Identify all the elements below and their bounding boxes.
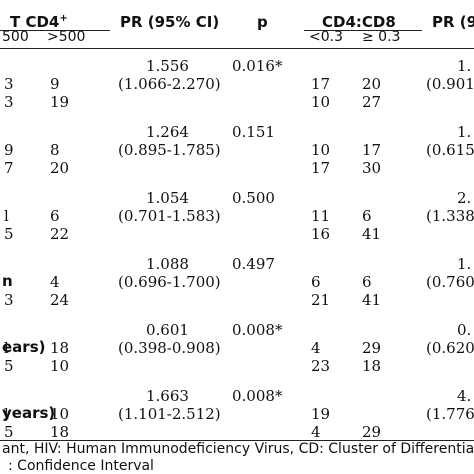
- ci-range: (0.895-1.785): [118, 141, 221, 159]
- header-tcd4-sup: +: [59, 13, 68, 24]
- cell-b: 19: [50, 93, 70, 111]
- cell-d: 20: [362, 75, 382, 93]
- cell-a: 3: [4, 75, 14, 93]
- pr2-value: 2.: [457, 189, 472, 207]
- ci2-range: (1.338: [426, 207, 474, 225]
- subheader-d: ≥ 0.3: [362, 29, 401, 45]
- cell-d: 17: [362, 141, 382, 159]
- tcd4-rule: [0, 30, 110, 31]
- cell-a: 3: [4, 291, 14, 309]
- cell-b: 9: [50, 75, 60, 93]
- cell-c: 16: [311, 225, 331, 243]
- cell-c: 10: [311, 93, 331, 111]
- cell-d: 27: [362, 93, 382, 111]
- pr2-value: 0.: [457, 321, 472, 339]
- pr-value: 1.663: [146, 387, 189, 405]
- cell-a: 3: [4, 93, 14, 111]
- group-label: years): [2, 404, 56, 422]
- p-value: 0.497: [232, 255, 275, 273]
- subheader-c: <0.3: [309, 29, 343, 45]
- ci2-range: (0.901: [426, 75, 474, 93]
- p-value: 0.151: [232, 123, 275, 141]
- table-bottom-rule: [0, 440, 474, 441]
- ci2-range: (0.620: [426, 339, 474, 357]
- cell-a: l: [4, 207, 9, 225]
- cell-c: 6: [311, 273, 321, 291]
- cell-a: 5: [4, 225, 14, 243]
- cell-a: 5: [4, 357, 14, 375]
- cell-c: 21: [311, 291, 331, 309]
- cell-c: 4: [311, 423, 321, 441]
- group-label: n: [2, 272, 13, 290]
- cell-c: 17: [311, 159, 331, 177]
- pr-value: 1.264: [146, 123, 189, 141]
- pr2-value: 4.: [457, 387, 472, 405]
- header-tcd4-text: T CD4: [10, 13, 60, 31]
- cell-c: 11: [311, 207, 331, 225]
- ci-range: (0.701-1.583): [118, 207, 221, 225]
- header-tcd4: T CD4+: [10, 13, 68, 31]
- cell-a: l: [4, 405, 9, 423]
- cell-c: 17: [311, 75, 331, 93]
- ci-range: (1.101-2.512): [118, 405, 221, 423]
- subheader-b: >500: [47, 29, 86, 45]
- header-p: p: [257, 13, 268, 31]
- p-value: 0.016*: [232, 57, 283, 75]
- ci-range: (1.066-2.270): [118, 75, 221, 93]
- footnote-line-2: : Confidence Interval: [8, 458, 154, 474]
- pr-value: 0.601: [146, 321, 189, 339]
- ci-range: (0.696-1.700): [118, 273, 221, 291]
- cell-b: 22: [50, 225, 70, 243]
- cell-a: 9: [4, 141, 14, 159]
- cell-d: 41: [362, 225, 382, 243]
- cell-a: 5: [4, 423, 14, 441]
- ci2-range: (0.760: [426, 273, 474, 291]
- header-pr-ci: PR (95% CI): [120, 13, 220, 31]
- cell-b: 8: [50, 141, 60, 159]
- cell-d: 18: [362, 357, 382, 375]
- p-value: 0.008*: [232, 387, 283, 405]
- cell-b: 4: [50, 273, 60, 291]
- cell-d: 6: [362, 207, 372, 225]
- pr-value: 1.088: [146, 255, 189, 273]
- cell-c: 23: [311, 357, 331, 375]
- cell-b: 10: [50, 357, 70, 375]
- cell-b: 24: [50, 291, 70, 309]
- cell-c: 4: [311, 339, 321, 357]
- cell-d: 29: [362, 339, 382, 357]
- ci2-range: (0.615: [426, 141, 474, 159]
- cell-d: 6: [362, 273, 372, 291]
- header-bottom-rule: [0, 48, 474, 49]
- cell-b: 6: [50, 207, 60, 225]
- ci2-range: (1.776: [426, 405, 474, 423]
- p-value: 0.500: [232, 189, 275, 207]
- cell-c: 19: [311, 405, 331, 423]
- group-label: ears): [2, 338, 46, 356]
- cell-a: l: [4, 339, 9, 357]
- p-value: 0.008*: [232, 321, 283, 339]
- cell-d: 29: [362, 423, 382, 441]
- subheader-a: 500: [2, 29, 29, 45]
- pr2-value: 1.: [457, 123, 472, 141]
- ci-range: (0.398-0.908): [118, 339, 221, 357]
- pr2-value: 1.: [457, 255, 472, 273]
- header-cd4cd8: CD4:CD8: [322, 13, 396, 31]
- cell-d: 41: [362, 291, 382, 309]
- cell-b: 18: [50, 423, 70, 441]
- cell-b: 20: [50, 159, 70, 177]
- footnote-line-1: ant, HIV: Human Immunodeficiency Virus, …: [2, 441, 474, 457]
- pr-value: 1.054: [146, 189, 189, 207]
- pr2-value: 1.: [457, 57, 472, 75]
- cell-d: 30: [362, 159, 382, 177]
- cell-a: 7: [4, 159, 14, 177]
- cell-b: 10: [50, 405, 70, 423]
- cell-c: 10: [311, 141, 331, 159]
- cd4cd8-rule: [304, 30, 422, 31]
- pr-value: 1.556: [146, 57, 189, 75]
- header-pr-ci-2: PR (9: [432, 13, 474, 31]
- cell-b: 18: [50, 339, 70, 357]
